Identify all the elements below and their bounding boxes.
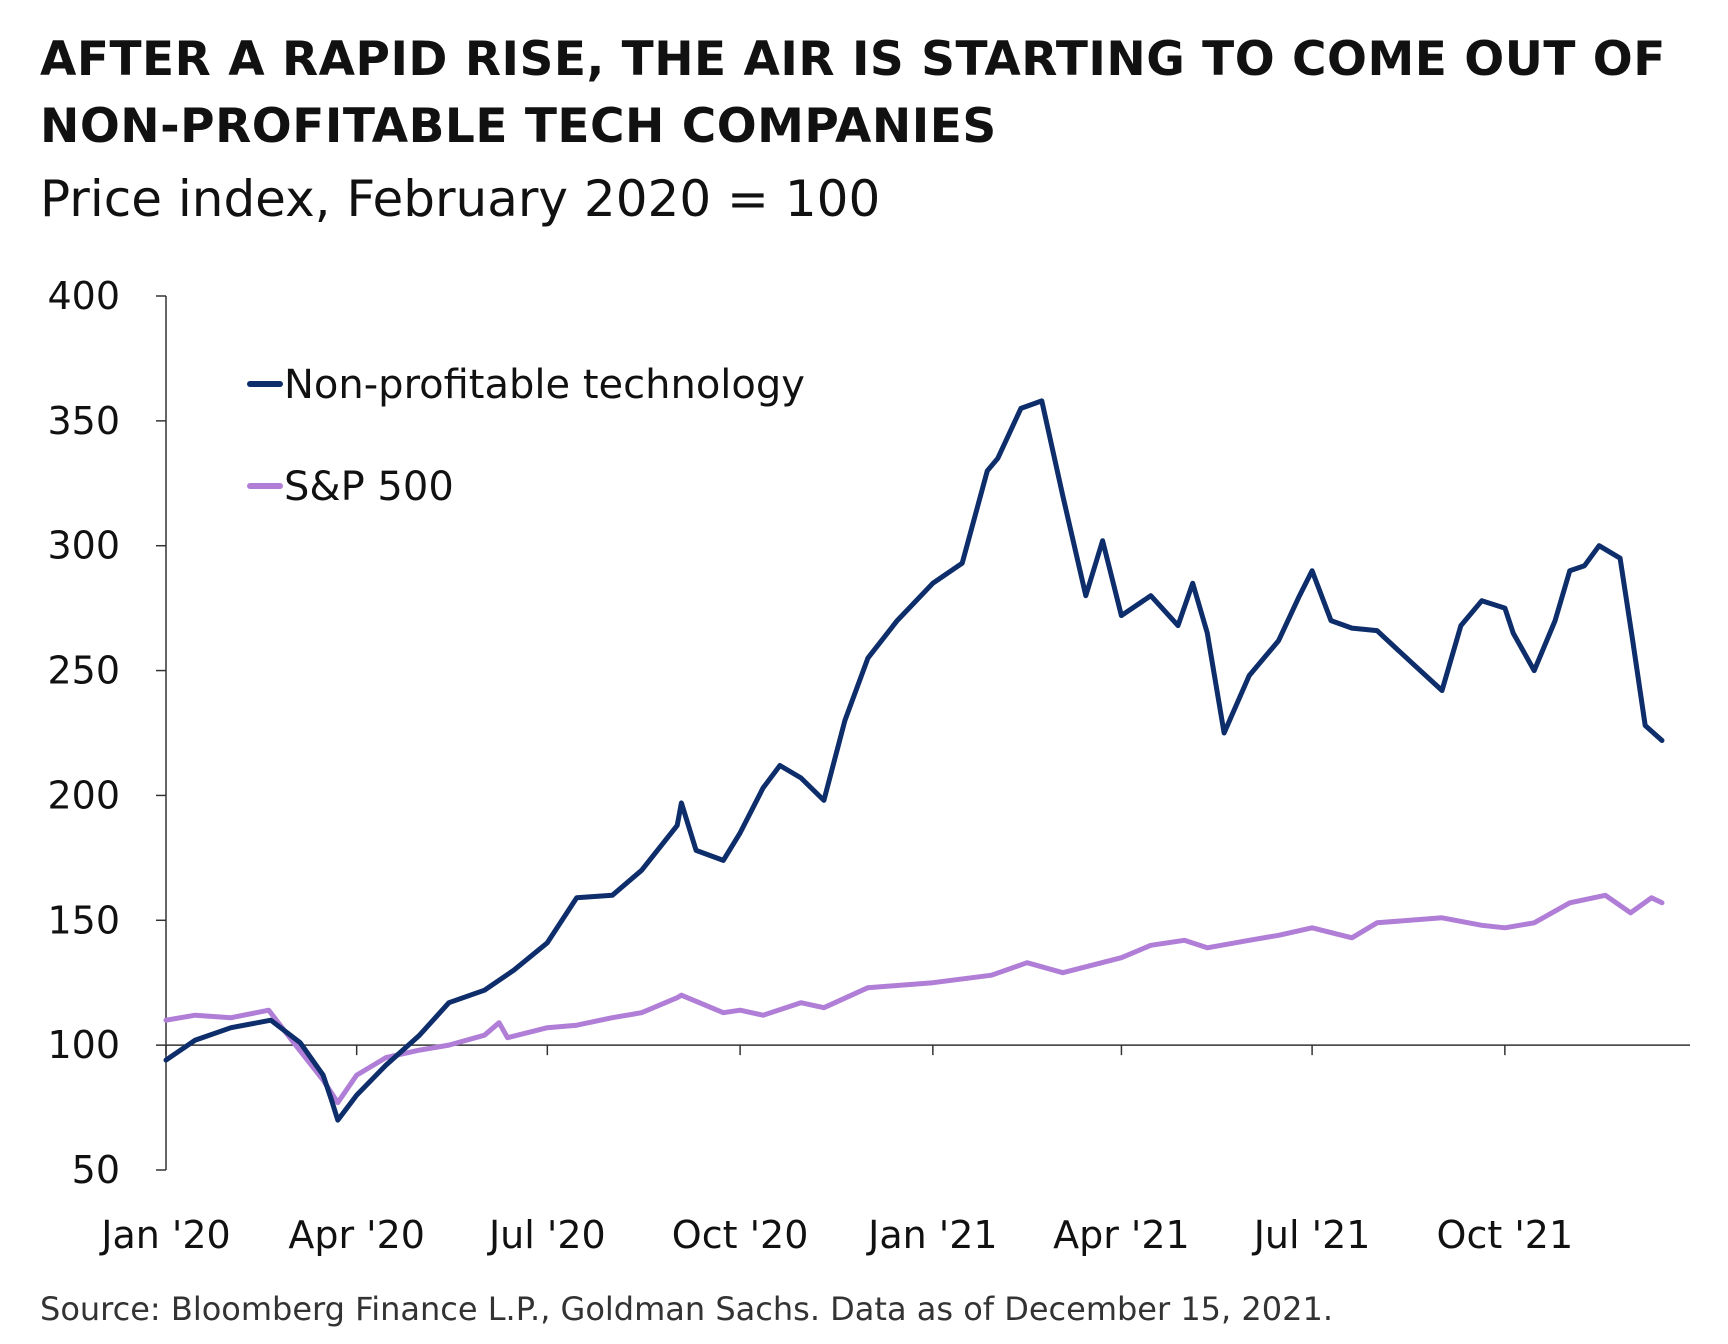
x-tick-label: Oct '20 [672, 1213, 809, 1257]
y-tick-label: 150 [47, 898, 120, 942]
line-chart: 50 100 150 200 250 300 350 400 Jan '20 Apr '20 Ju… [0, 0, 1728, 1344]
y-tick-label: 200 [47, 773, 120, 817]
chart-axes [166, 296, 1690, 1170]
y-tick-label: 400 [47, 274, 120, 318]
x-tick-label: Oct '21 [1437, 1213, 1574, 1257]
x-tick-label: Jan '20 [99, 1213, 230, 1257]
x-tick-label: Apr '20 [288, 1213, 425, 1257]
x-tick-label: Jul '20 [487, 1213, 606, 1257]
source-note: Source: Bloomberg Finance L.P., Goldman … [40, 1290, 1333, 1328]
chart-legend: Non-profitable technology S&P 500 [250, 362, 805, 510]
x-tick-label: Apr '21 [1053, 1213, 1190, 1257]
y-tick-label: 50 [72, 1148, 120, 1192]
series-line-sp500 [166, 895, 1662, 1102]
y-tick-label: 300 [47, 524, 120, 568]
y-tick-label: 250 [47, 649, 120, 693]
legend-label-non-profitable-technology: Non-profitable technology [284, 362, 805, 408]
legend-label-sp500: S&P 500 [284, 464, 454, 510]
x-tick-label: Jul '21 [1252, 1213, 1371, 1257]
y-tick-label: 100 [47, 1023, 120, 1067]
y-tick-label: 350 [47, 399, 120, 443]
x-tick-label: Jan '21 [866, 1213, 997, 1257]
y-axis-ticks: 50 100 150 200 250 300 350 400 [47, 274, 166, 1192]
